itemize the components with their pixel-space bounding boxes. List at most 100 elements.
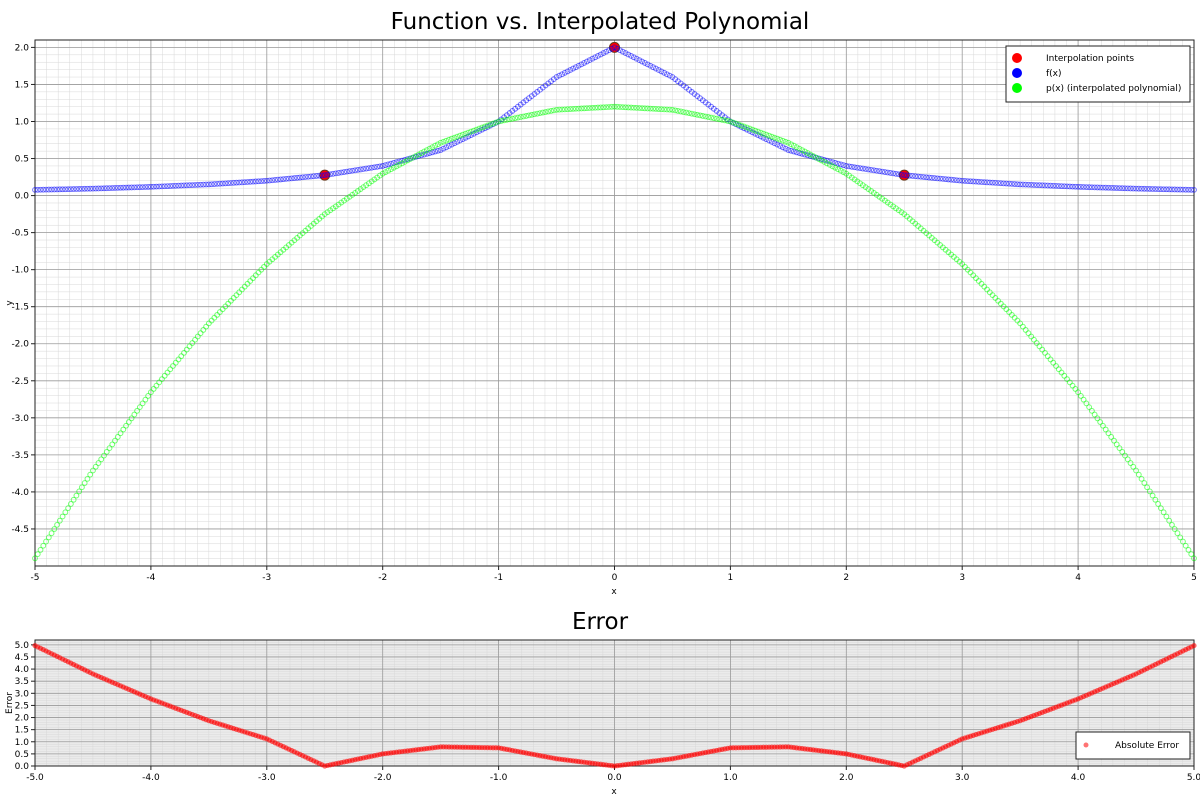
data-point: [854, 164, 861, 171]
data-point: [324, 171, 331, 178]
y-tick-label: 5.0: [15, 641, 30, 651]
data-point: [228, 180, 234, 186]
data-point: [567, 106, 574, 112]
data-point: [178, 182, 185, 189]
data-point: [1097, 184, 1104, 191]
data-point: [136, 184, 143, 191]
data-point: [879, 168, 886, 175]
data-point: [1050, 182, 1057, 189]
data-point: [545, 108, 552, 115]
data-point: [62, 509, 69, 516]
data-point: [352, 167, 359, 174]
data-point: [219, 306, 226, 313]
data-point: [873, 167, 880, 174]
data-point: [255, 269, 262, 276]
x-tick-label: -2: [378, 573, 387, 583]
data-point: [520, 113, 527, 120]
error-x-axis-label: x: [611, 787, 617, 797]
data-point: [451, 134, 458, 141]
data-point: [468, 128, 474, 135]
data-point: [310, 173, 317, 180]
legend-label: Absolute Error: [1115, 741, 1179, 751]
data-point: [1191, 642, 1197, 649]
data-point: [779, 144, 786, 151]
y-tick-label: -1.0: [11, 266, 29, 276]
x-tick-label: 3: [959, 573, 965, 583]
data-point: [719, 116, 726, 123]
data-point: [1003, 306, 1010, 313]
data-point: [103, 185, 110, 192]
data-point: [476, 125, 483, 132]
data-point: [515, 114, 521, 121]
series-0: [32, 642, 1197, 769]
data-point: [746, 128, 753, 134]
data-point: [87, 471, 94, 478]
data-point: [280, 176, 287, 183]
data-point: [1124, 456, 1131, 463]
data-point: [639, 105, 645, 112]
y-tick-label: -0.5: [11, 229, 29, 239]
data-point: [771, 134, 778, 141]
x-tick-label: 3.0: [955, 773, 970, 783]
data-point: [639, 58, 645, 65]
data-point: [390, 164, 397, 171]
error-y-axis-ticks: 5.0 4.5 4.0 3.5 3.0 2.5 2.0 1.5 1.0 0.5 0.0: [15, 641, 35, 772]
data-point: [691, 111, 698, 118]
data-point: [840, 162, 847, 169]
data-point: [597, 104, 604, 111]
data-point: [252, 178, 259, 185]
data-point: [895, 171, 902, 178]
data-point: [382, 162, 389, 169]
data-point: [1108, 434, 1115, 440]
data-point: [34, 186, 41, 193]
data-point: [283, 175, 290, 182]
data-point: [702, 113, 709, 120]
data-point: [106, 445, 113, 452]
data-point: [746, 125, 753, 132]
data-point: [506, 116, 513, 123]
data-point: [123, 184, 129, 191]
data-point: [1077, 393, 1084, 399]
data-point: [603, 48, 610, 55]
data-point: [1077, 184, 1084, 190]
data-point: [1119, 448, 1126, 455]
data-point: [617, 47, 623, 54]
data-point: [810, 153, 817, 159]
data-point: [865, 166, 872, 173]
data-point: [250, 178, 256, 185]
data-point: [236, 179, 243, 186]
data-point: [564, 68, 571, 75]
data-point: [636, 105, 643, 111]
data-point: [1111, 185, 1117, 191]
data-point: [926, 174, 932, 181]
data-point: [285, 175, 292, 182]
y-tick-label: -3.0: [11, 414, 29, 424]
data-point: [821, 156, 828, 163]
x-tick-label: -1: [494, 573, 503, 583]
data-point: [1100, 184, 1106, 191]
y-tick-label: 3.5: [15, 677, 29, 687]
data-point: [48, 530, 55, 537]
data-point: [1127, 185, 1134, 192]
data-point: [1182, 186, 1189, 193]
data-point: [625, 51, 632, 58]
data-point: [327, 171, 334, 178]
x-tick-label: -4.0: [142, 773, 160, 783]
data-point: [622, 50, 629, 56]
data-point: [600, 104, 607, 111]
data-point: [749, 126, 756, 133]
y-axis-ticks: 2.0 1.5 1.0 0.5 0.0 -0.5 -1.0 -1.5 -2.0 -2.5 -3.0 -…: [11, 43, 35, 535]
data-point: [793, 144, 800, 151]
data-point: [567, 67, 574, 73]
x-tick-label: 4.0: [1071, 773, 1086, 783]
data-point: [887, 170, 894, 176]
data-point: [432, 142, 439, 149]
data-point: [664, 106, 670, 113]
data-point: [43, 538, 49, 545]
data-point: [319, 172, 325, 179]
data-point: [528, 111, 535, 118]
data-point: [962, 263, 968, 270]
data-point: [388, 166, 394, 173]
data-point: [1138, 475, 1145, 482]
data-point: [65, 505, 72, 512]
